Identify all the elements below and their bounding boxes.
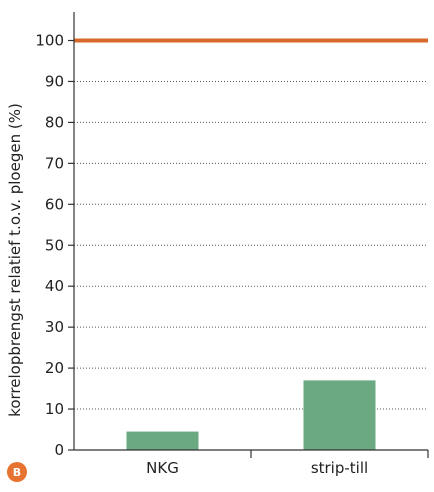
y-tick-label: 100 xyxy=(35,32,64,50)
y-tick-label: 60 xyxy=(45,195,64,213)
y-tick-label: 50 xyxy=(45,236,64,254)
panel-badge-label: B xyxy=(13,466,21,479)
y-tick-label: 20 xyxy=(45,359,64,377)
y-tick-label: 80 xyxy=(45,113,64,131)
y-tick-label: 0 xyxy=(54,441,64,459)
bars xyxy=(126,380,376,450)
bar-strip-till xyxy=(303,380,376,450)
x-tick-label: NKG xyxy=(146,459,179,477)
y-ticks: 0 10 20 30 40 50 60 70 80 90 100 xyxy=(35,32,74,459)
y-tick-label: 30 xyxy=(45,318,64,336)
y-tick-label: 40 xyxy=(45,277,64,295)
gridlines xyxy=(74,80,428,410)
panel-badge-circle xyxy=(7,462,27,482)
x-tick-labels: NKG strip-till xyxy=(146,450,429,477)
y-tick-label: 10 xyxy=(45,400,64,418)
panel-badge: B xyxy=(7,462,27,482)
y-axis-title: korrelopbrengst relatief t.o.v. ploegen … xyxy=(6,103,24,417)
y-tick-label: 90 xyxy=(45,72,64,90)
bar-nkg xyxy=(126,431,199,450)
x-tick-label: strip-till xyxy=(311,459,368,477)
y-tick-label: 70 xyxy=(45,154,64,172)
